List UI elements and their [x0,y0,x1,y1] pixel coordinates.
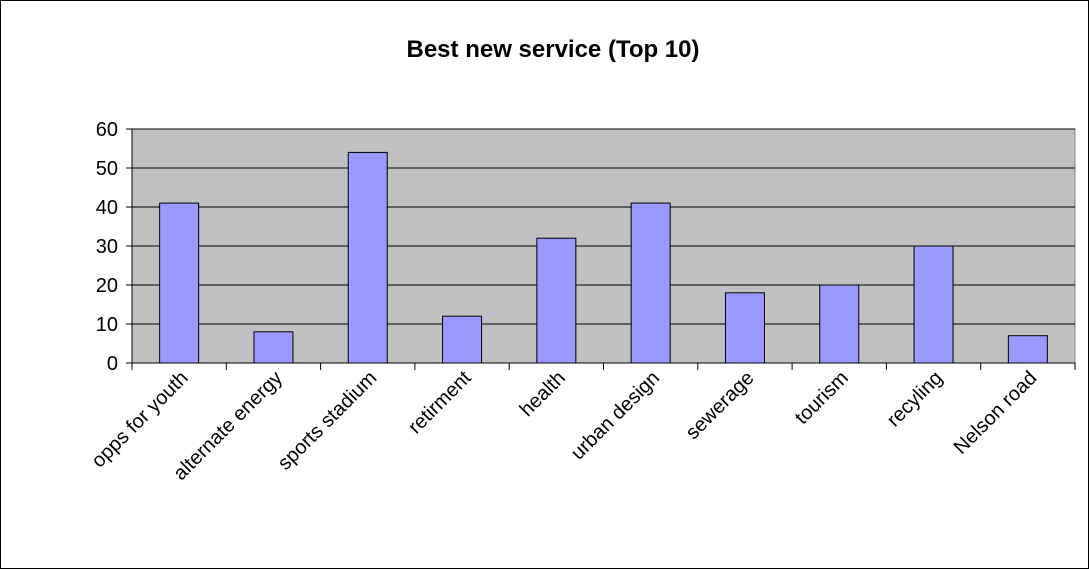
y-tick-label: 40 [96,197,118,219]
y-axis-tick-labels: 0 10 20 30 40 50 60 [96,119,118,375]
bar [913,245,954,364]
x-tick-label: health [516,367,570,421]
y-tick-label: 0 [107,353,118,375]
axes [126,128,1076,370]
x-tick-label: Nelson road [950,367,1042,459]
x-tick-label: recyling [883,367,947,431]
bar [819,284,860,364]
x-tick-label: sewerage [682,367,759,444]
bar [159,202,200,364]
x-tick-label: opps for youth [88,367,193,472]
bar [536,237,577,364]
bar [724,292,765,364]
x-tick-label: tourism [791,367,853,429]
y-tick-label: 50 [96,158,118,180]
x-tick-label: urban design [567,367,664,464]
bar [347,151,388,364]
x-tick-label: retirment [404,367,476,439]
bar [630,202,671,364]
y-tick-label: 30 [96,236,118,258]
chart-title: Best new service (Top 10) [407,36,700,63]
y-tick-label: 10 [96,314,118,336]
bar [253,331,294,364]
y-tick-label: 60 [96,119,118,141]
bar [1007,335,1048,364]
x-tick-label: sports stadium [274,367,382,475]
bars [159,151,1048,364]
bar [442,315,483,364]
y-tick-label: 20 [96,275,118,297]
